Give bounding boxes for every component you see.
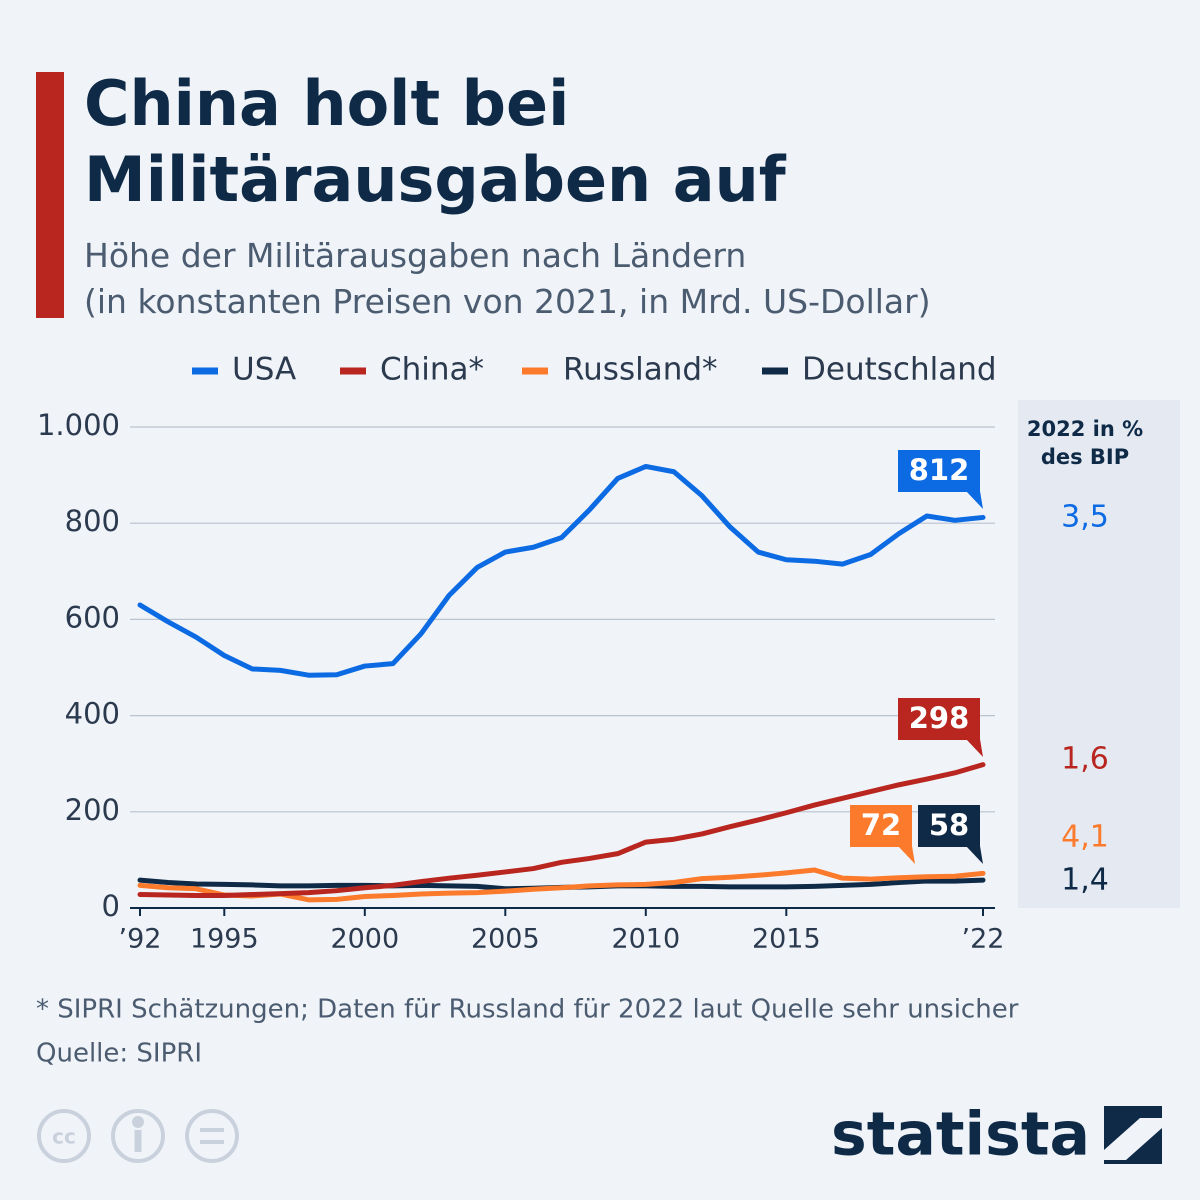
value-label: 58 xyxy=(929,808,969,842)
subtitle: Höhe der Militärausgaben nach Ländern xyxy=(84,236,747,275)
gdp-share: 3,5 xyxy=(1061,500,1109,535)
callout-pointer xyxy=(966,491,983,509)
callout-box xyxy=(898,450,980,492)
side-panel xyxy=(1018,400,1180,908)
gdp-share: 4,1 xyxy=(1061,820,1109,855)
callout-box xyxy=(918,805,980,847)
series-line xyxy=(137,463,986,678)
svg-text:cc: cc xyxy=(52,1125,76,1149)
callout-box xyxy=(850,805,912,847)
y-tick-label: 400 xyxy=(65,697,120,731)
side-title: 2022 in % xyxy=(1027,417,1143,441)
accent-bar xyxy=(36,72,64,318)
legend-label: USA xyxy=(232,352,296,388)
x-tick-label: 2000 xyxy=(330,924,399,955)
x-tick-label: ’92 xyxy=(119,924,162,955)
source: Quelle: SIPRI xyxy=(36,1039,202,1069)
gdp-share: 1,4 xyxy=(1061,863,1109,898)
brand-logo xyxy=(1104,1106,1162,1164)
callout-pointer xyxy=(966,846,983,864)
callout-pointer xyxy=(966,739,983,757)
subtitle: (in konstanten Preisen von 2021, in Mrd.… xyxy=(84,282,931,321)
series-line xyxy=(137,762,986,898)
legend-label: Deutschland xyxy=(802,352,997,388)
x-tick-label: 2015 xyxy=(752,924,821,955)
y-tick-label: 200 xyxy=(65,793,120,827)
x-tick-label: 2005 xyxy=(471,924,540,955)
callout-pointer xyxy=(898,846,915,864)
y-tick-label: 0 xyxy=(102,889,120,923)
x-tick-label: 2010 xyxy=(611,924,680,955)
side-title: des BIP xyxy=(1041,445,1129,469)
footnote: * SIPRI Schätzungen; Daten für Russland … xyxy=(36,995,1019,1025)
legend-label: Russland* xyxy=(563,352,718,388)
y-tick-label: 600 xyxy=(65,600,120,634)
y-tick-label: 800 xyxy=(65,504,120,538)
license-icons: cc xyxy=(37,1109,239,1163)
gdp-share: 1,6 xyxy=(1061,742,1109,777)
callout-box xyxy=(898,698,980,740)
legend-label: China* xyxy=(380,352,484,388)
value-label: 72 xyxy=(861,808,901,842)
x-tick-label: ’22 xyxy=(962,924,1005,955)
value-label: 298 xyxy=(909,701,970,735)
value-label: 812 xyxy=(909,453,970,487)
brand: statista xyxy=(831,1100,1090,1170)
x-tick-label: 1995 xyxy=(190,924,259,955)
y-tick-label: 1.000 xyxy=(37,408,120,442)
chart-title: China holt bei Militärausgaben auf xyxy=(84,67,786,216)
